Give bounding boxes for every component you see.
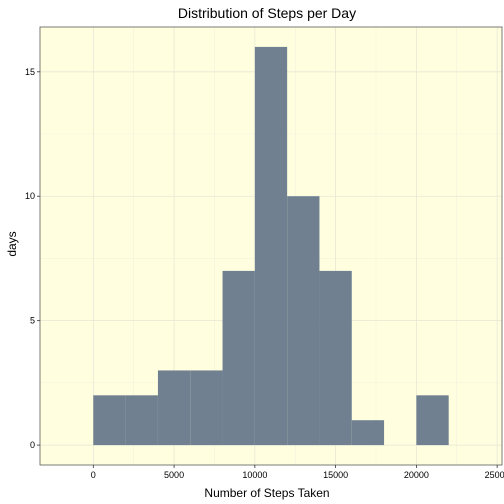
histogram-bar <box>287 196 320 446</box>
y-tick-label: 0 <box>30 440 35 450</box>
y-tick-label: 5 <box>30 316 35 326</box>
y-tick-label: 15 <box>25 67 35 77</box>
chart-title: Distribution of Steps per Day <box>178 5 356 21</box>
x-tick-label: 15000 <box>323 470 348 480</box>
histogram-bar <box>190 370 223 446</box>
x-tick-label: 20000 <box>404 470 429 480</box>
plot-panel-border <box>39 26 503 466</box>
histogram-bar <box>93 395 126 446</box>
x-axis-title: Number of Steps Taken <box>204 486 329 500</box>
y-tick-label: 10 <box>25 191 35 201</box>
x-tick-label: 0 <box>91 470 96 480</box>
histogram-bar <box>319 270 352 446</box>
histogram-bar <box>222 270 255 446</box>
x-tick-label: 5000 <box>164 470 184 480</box>
histogram-bar <box>254 46 288 446</box>
histogram-bar <box>125 395 158 446</box>
histogram-bar <box>157 370 191 446</box>
histogram-bar <box>351 420 385 446</box>
histogram-bar <box>416 395 449 446</box>
y-axis: 0 5 10 15 <box>25 67 40 450</box>
bars <box>93 46 449 446</box>
y-axis-title: days <box>5 231 19 256</box>
x-tick-label: 10000 <box>242 470 267 480</box>
